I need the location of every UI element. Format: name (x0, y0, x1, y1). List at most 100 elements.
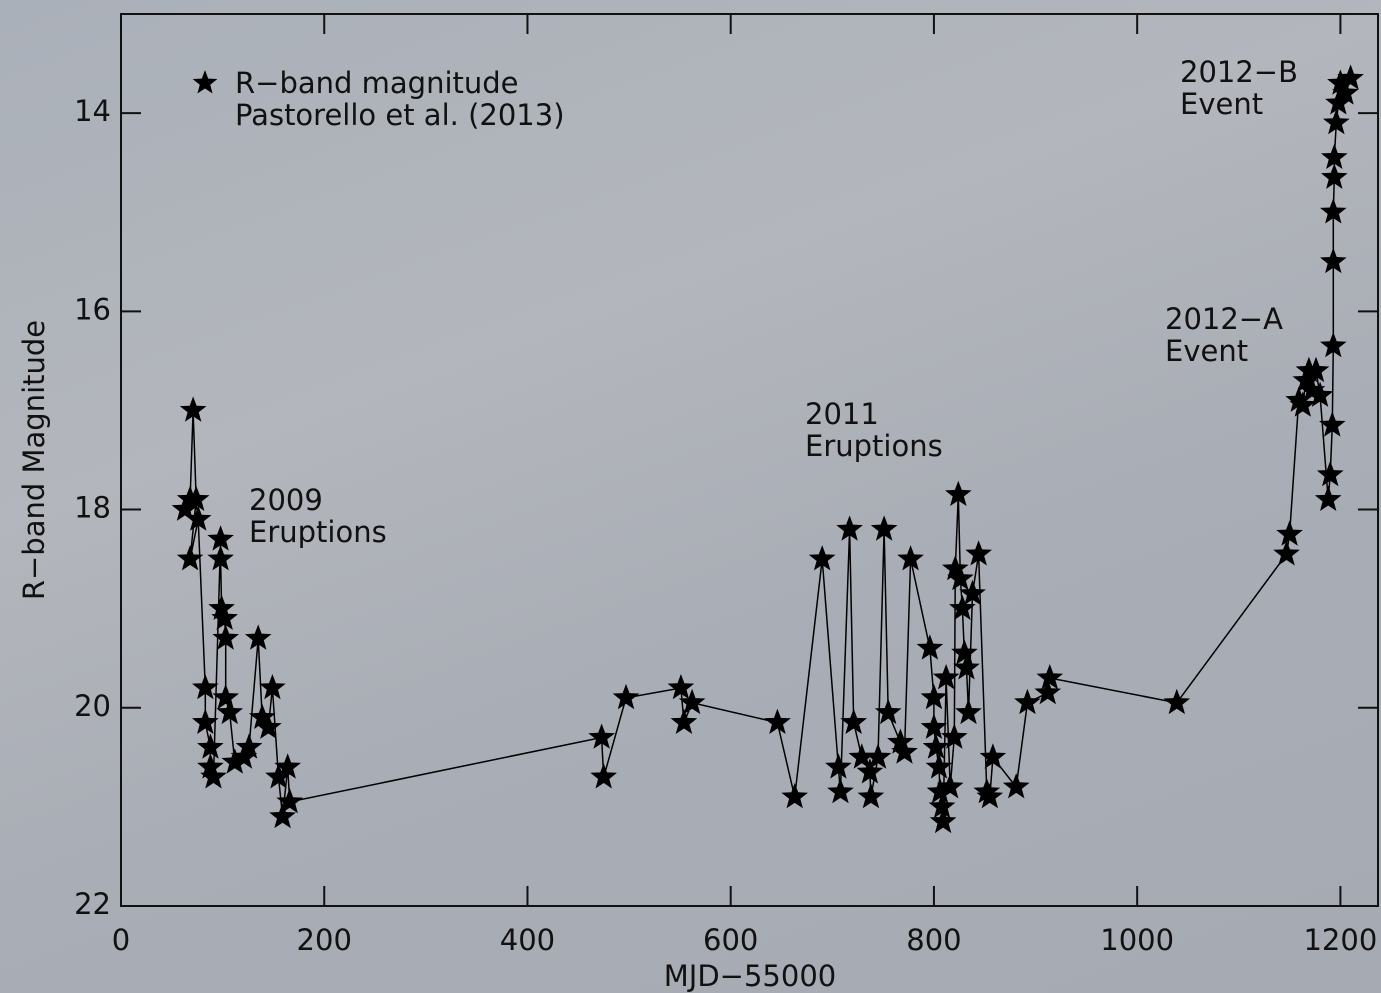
x-axis-label: MJD−55000 (664, 959, 836, 993)
star-marker (244, 624, 272, 650)
star-marker (1319, 411, 1346, 437)
star-marker (235, 733, 263, 759)
star-marker (848, 743, 876, 769)
star-marker (1321, 163, 1348, 189)
star-marker (976, 783, 1004, 809)
x-tick-label: 1000 (1100, 923, 1174, 957)
star-marker (887, 728, 914, 754)
star-marker (212, 624, 239, 650)
annotation: 2009 (249, 483, 323, 517)
annotation: 2011 (805, 397, 879, 431)
star-marker (836, 515, 863, 541)
annotation: 2012−A (1165, 302, 1283, 336)
star-marker (864, 743, 892, 769)
star-marker (955, 698, 982, 725)
star-marker (1285, 386, 1313, 412)
star-marker (897, 545, 924, 571)
star-marker (1034, 678, 1062, 705)
star-marker (891, 738, 918, 764)
star-marker (667, 674, 695, 700)
star-marker (1273, 540, 1300, 566)
star-marker (212, 683, 239, 710)
star-marker (959, 579, 986, 606)
star-marker (207, 545, 234, 571)
star-marker (928, 792, 956, 819)
star-marker (936, 773, 964, 799)
star-marker (808, 545, 836, 571)
star-marker (1036, 664, 1064, 690)
star-marker (1314, 485, 1342, 511)
star-marker (211, 604, 238, 630)
y-tick-label: 20 (74, 689, 111, 723)
annotation: Eruptions (249, 515, 387, 549)
star-marker (920, 713, 948, 739)
star-marker (184, 505, 212, 531)
x-tick-label: 600 (703, 923, 758, 957)
star-marker (248, 703, 276, 729)
star-marker (870, 515, 898, 541)
star-marker (1276, 520, 1303, 546)
star-marker (192, 708, 219, 734)
star-marker (179, 396, 207, 422)
star-marker (947, 564, 974, 591)
star-marker (1289, 391, 1317, 417)
x-tick-label: 200 (297, 923, 352, 957)
star-marker (949, 594, 976, 620)
star-marker (965, 540, 992, 566)
legend-note: Pastorello et al. (2013) (235, 98, 565, 132)
star-marker (1316, 460, 1344, 487)
star-marker (1320, 332, 1347, 358)
y-tick-label: 22 (74, 887, 111, 921)
star-marker (1002, 773, 1030, 799)
star-marker (678, 688, 706, 715)
star-marker (1302, 356, 1330, 383)
star-marker (973, 778, 1001, 804)
star-marker (979, 743, 1007, 769)
star-marker (197, 753, 224, 779)
star-marker (926, 778, 954, 804)
star-marker (922, 733, 950, 759)
star-marker (942, 555, 969, 581)
star-marker (1320, 247, 1347, 274)
star-marker (221, 748, 249, 774)
star-marker (176, 545, 204, 571)
star-marker (827, 778, 854, 804)
star-marker (945, 480, 972, 506)
star-marker (781, 783, 808, 809)
x-tick-label: 400 (500, 923, 555, 957)
star-marker (874, 698, 902, 725)
annotation: Event (1180, 87, 1263, 121)
star-marker (1298, 376, 1326, 402)
star-marker (840, 708, 867, 734)
y-axis-label: R−band Magnitude (17, 320, 51, 600)
star-marker (1337, 64, 1364, 90)
annotation: Event (1165, 334, 1248, 368)
star-marker (269, 802, 296, 829)
legend-marker (192, 70, 218, 94)
star-marker (925, 753, 953, 779)
star-marker (1014, 688, 1041, 715)
star-marker (932, 664, 960, 690)
star-marker (255, 713, 282, 739)
star-marker (274, 753, 301, 779)
y-tick-label: 18 (74, 491, 111, 525)
star-marker (670, 708, 698, 734)
x-tick-label: 800 (906, 923, 961, 957)
star-marker (856, 758, 884, 784)
annotation: Eruptions (805, 429, 943, 463)
star-marker (259, 674, 286, 700)
star-marker (612, 683, 640, 710)
star-marker (207, 525, 234, 551)
star-marker (940, 723, 968, 749)
plot-frame (120, 13, 1379, 907)
x-tick-label: 0 (112, 923, 130, 957)
star-marker (590, 763, 617, 789)
star-marker (951, 639, 978, 665)
star-marker (208, 594, 235, 620)
star-marker (197, 733, 224, 759)
star-marker (182, 485, 210, 511)
star-marker (1320, 198, 1347, 224)
star-marker (953, 654, 980, 680)
star-marker (929, 807, 957, 834)
